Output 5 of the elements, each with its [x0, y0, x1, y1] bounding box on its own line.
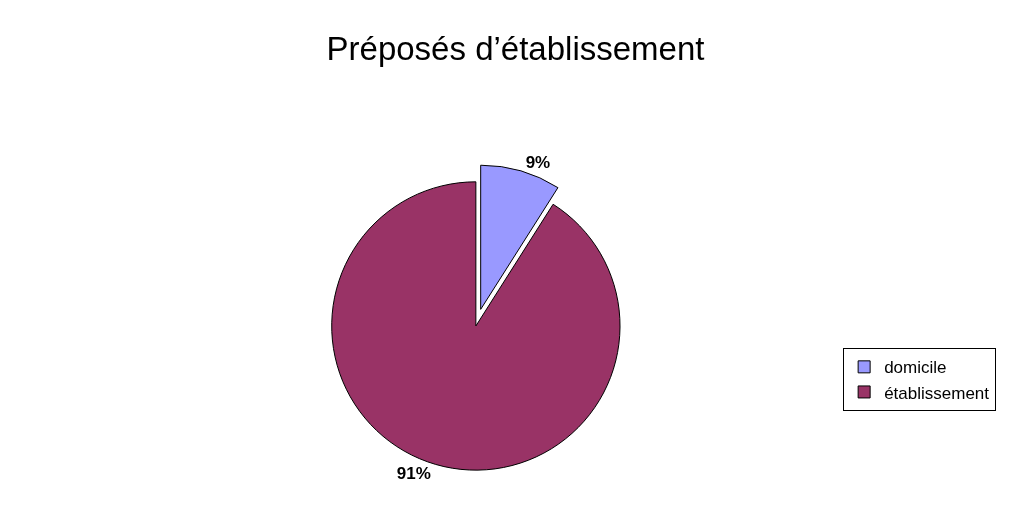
legend-label: domicile — [884, 358, 947, 378]
data-label: 91% — [396, 463, 431, 483]
chart-title: Préposés d’établissement — [326, 29, 705, 67]
data-label: 9% — [525, 152, 551, 172]
legend-label: établissement — [884, 383, 990, 403]
